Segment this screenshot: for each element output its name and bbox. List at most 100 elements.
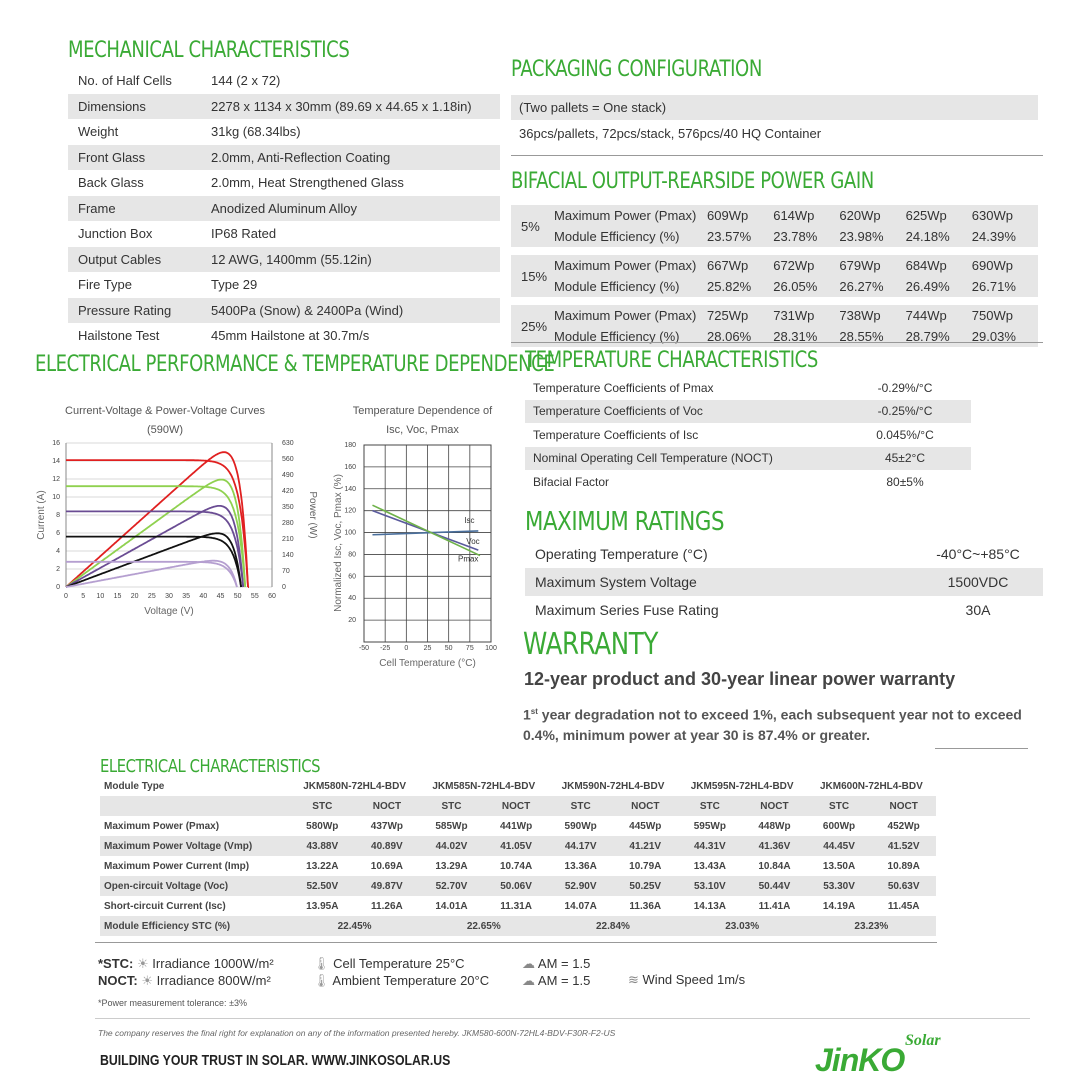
stc-header: STC bbox=[441, 800, 462, 812]
mechanical-label: Weight bbox=[78, 124, 119, 140]
bifacial-value: 744Wp bbox=[905, 308, 947, 323]
thermometer-icon: 🌡 bbox=[313, 973, 330, 988]
electrical-value: 452Wp bbox=[887, 820, 920, 832]
electrical-value: 41.52V bbox=[887, 840, 920, 852]
mechanical-label: Hailstone Test bbox=[78, 328, 160, 344]
efficiency-value: 23.23% bbox=[854, 920, 889, 932]
max-rating-row: Maximum Series Fuse Rating 30A bbox=[525, 596, 1043, 624]
series-line-isc bbox=[372, 530, 479, 536]
y-tick-label: 2 bbox=[56, 566, 60, 573]
bifacial-value: 731Wp bbox=[773, 308, 815, 323]
y-tick-label: 14 bbox=[52, 458, 60, 465]
packaging-title: PACKAGING CONFIGURATION bbox=[511, 57, 762, 82]
logo-main: JinKO bbox=[815, 1042, 905, 1078]
bifacial-label: Maximum Power (Pmax) bbox=[554, 308, 697, 323]
bifacial-value: 25.82% bbox=[707, 279, 752, 294]
electrical-value: 50.25V bbox=[629, 880, 662, 892]
electrical-value: 14.07A bbox=[564, 900, 597, 912]
x-tick-label: -50 bbox=[359, 645, 369, 652]
mechanical-row: Front Glass 2.0mm, Anti-Reflection Coatin… bbox=[68, 144, 500, 170]
y2-tick-label: 70 bbox=[282, 568, 290, 575]
max-rating-label: Operating Temperature (°C) bbox=[535, 546, 708, 562]
temperature-label: Temperature Coefficients of Isc bbox=[533, 427, 699, 442]
temperature-row: Temperature Coefficients of Pmax -0.29%/°… bbox=[525, 376, 971, 400]
temperature-label: Temperature Coefficients of Pmax bbox=[533, 380, 714, 395]
electrical-value: 13.95A bbox=[306, 900, 339, 912]
x-tick-label: 75 bbox=[466, 645, 474, 652]
y2-tick-label: 420 bbox=[282, 488, 294, 495]
electrical-value: 590Wp bbox=[564, 820, 597, 832]
temperature-conditions: 🌡 Cell Temperature 25°C 🌡 Ambient Temper… bbox=[313, 955, 489, 989]
bifacial-value: 26.49% bbox=[905, 279, 950, 294]
x-tick-label: 50 bbox=[445, 645, 453, 652]
model-name: JKM595N-72HL4-BDV bbox=[690, 780, 794, 792]
bifacial-value: 23.57% bbox=[707, 229, 752, 244]
bifacial-value: 672Wp bbox=[773, 258, 815, 273]
y-tick-label: 160 bbox=[344, 464, 356, 471]
electrical-value: 50.44V bbox=[758, 880, 791, 892]
x-tick-label: 15 bbox=[114, 593, 122, 600]
am-conditions: ☁ AM = 1.5 ☁ AM = 1.5 bbox=[522, 955, 590, 989]
y-tick-label: 12 bbox=[52, 476, 60, 483]
x-tick-label: 5 bbox=[81, 593, 85, 600]
electrical-value: 50.06V bbox=[500, 880, 532, 892]
logo-sub: Solar bbox=[905, 1032, 941, 1049]
wind-speed: Wind Speed 1m/s bbox=[642, 972, 746, 987]
electrical-label: Maximum Power Voltage (Vmp) bbox=[104, 840, 253, 852]
model-name: JKM600N-72HL4-BDV bbox=[819, 780, 923, 792]
electrical-value: 448Wp bbox=[758, 820, 791, 832]
x-tick-label: 0 bbox=[64, 593, 68, 600]
mechanical-value: 2.0mm, Heat Strengthened Glass bbox=[211, 175, 404, 191]
model-name: JKM585N-72HL4-BDV bbox=[432, 780, 536, 792]
electrical-value: 14.19A bbox=[822, 900, 856, 912]
efficiency-row: Module Efficiency STC (%) 22.45% 22.65% 22.… bbox=[100, 916, 936, 936]
bifacial-value: 28.79% bbox=[905, 329, 950, 344]
bifacial-value: 28.55% bbox=[839, 329, 884, 344]
electrical-value: 13.50A bbox=[822, 860, 856, 872]
x-axis-label: Cell Temperature (°C) bbox=[379, 658, 476, 669]
stc-header: STC bbox=[570, 800, 591, 812]
tagline-text[interactable]: BUILDING YOUR TRUST IN SOLAR. WWW.JINKOS… bbox=[100, 1052, 451, 1069]
bifacial-value: 614Wp bbox=[773, 208, 815, 223]
bifacial-value: 28.31% bbox=[773, 329, 818, 344]
temperature-row: Nominal Operating Cell Temperature (NOCT… bbox=[525, 446, 971, 470]
y2-tick-label: 0 bbox=[282, 584, 286, 591]
bifacial-title: BIFACIAL OUTPUT-REARSIDE POWER GAIN bbox=[511, 169, 874, 194]
max-rating-value: 1500VDC bbox=[947, 574, 1009, 590]
y-tick-label: 40 bbox=[348, 595, 356, 602]
temperature-value: 80±5% bbox=[886, 474, 924, 489]
x-tick-label: 25 bbox=[148, 593, 156, 600]
wind-condition: ≋ Wind Speed 1m/s bbox=[628, 972, 745, 988]
max-rating-value: 30A bbox=[965, 602, 991, 618]
x-tick-label: 25 bbox=[424, 645, 432, 652]
disclaimer: The company reserves the final right for… bbox=[98, 1028, 616, 1038]
y-tick-label: 4 bbox=[56, 548, 60, 555]
electrical-value: 52.50V bbox=[306, 880, 339, 892]
iv-curve bbox=[66, 459, 249, 588]
y-axis-label: Normalized Isc, Voc, Pmax (%) bbox=[333, 474, 344, 612]
mechanical-value: 144 (2 x 72) bbox=[211, 73, 281, 89]
y2-tick-label: 490 bbox=[282, 472, 294, 479]
y-tick-label: 8 bbox=[56, 512, 60, 519]
efficiency-value: 22.84% bbox=[596, 920, 630, 932]
mechanical-label: Dimensions bbox=[78, 98, 146, 114]
bifacial-value: 26.27% bbox=[839, 279, 884, 294]
y-axis-label: Current (A) bbox=[36, 490, 47, 539]
electrical-value: 41.21V bbox=[629, 840, 662, 852]
irradiance-noct: Irradiance 800W/m² bbox=[156, 973, 271, 988]
bifacial-row: Module Efficiency (%) 23.57% 23.78% 23.98% 2… bbox=[511, 226, 1038, 247]
x-tick-label: 35 bbox=[182, 593, 190, 600]
electrical-value: 13.36A bbox=[564, 860, 597, 872]
stc-header: STC bbox=[829, 800, 850, 812]
y2-tick-label: 560 bbox=[282, 456, 294, 463]
bifacial-label: Module Efficiency (%) bbox=[554, 329, 680, 344]
series-label-voc: Voc bbox=[466, 537, 479, 546]
max-rating-row: Maximum System Voltage 1500VDC bbox=[525, 568, 1043, 596]
mechanical-row: Weight 31kg (68.34lbs) bbox=[68, 119, 500, 145]
mechanical-label: Pressure Rating bbox=[78, 302, 172, 318]
electrical-value: 10.69A bbox=[370, 860, 404, 872]
x-tick-label: 100 bbox=[485, 645, 497, 652]
electrical-value: 13.22A bbox=[306, 860, 339, 872]
bifacial-label: Module Efficiency (%) bbox=[554, 229, 680, 244]
tagline[interactable]: BUILDING YOUR TRUST IN SOLAR. WWW.JINKOS… bbox=[100, 1052, 450, 1069]
